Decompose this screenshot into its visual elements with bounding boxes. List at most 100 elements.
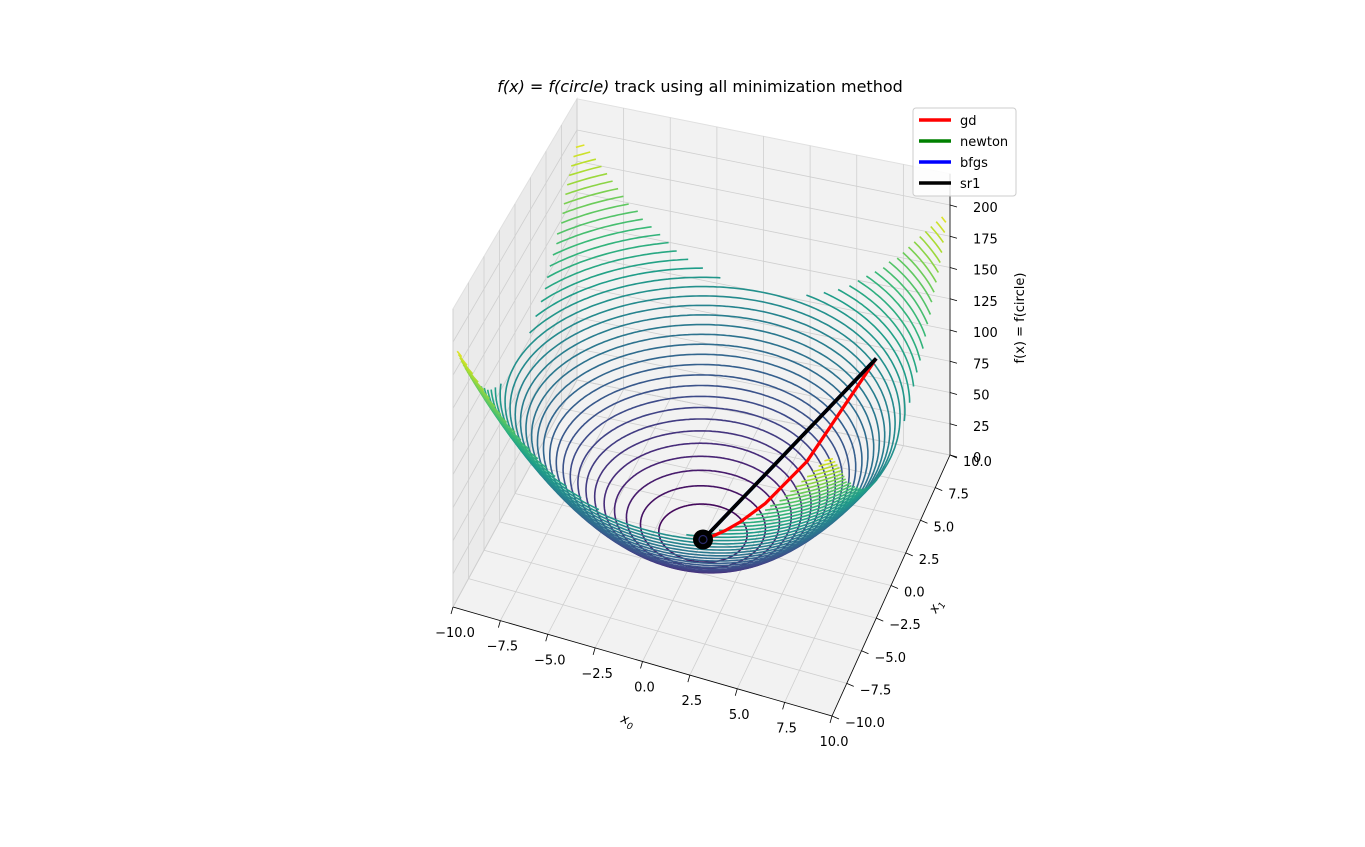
grid-line-floor-y	[545, 436, 921, 521]
z-tick-label: 175	[973, 232, 998, 247]
contour-line	[552, 226, 652, 256]
contour-line	[919, 236, 941, 264]
y-tick-label: 0.0	[904, 586, 925, 601]
contour-line	[790, 475, 845, 493]
contour-line	[570, 158, 597, 167]
x-tick-mark	[734, 688, 738, 696]
contour-line	[801, 469, 842, 483]
grid-line-backwall-z	[576, 223, 951, 300]
contour-line	[509, 295, 896, 545]
contour-line	[456, 350, 463, 358]
grid-line-floor-y	[468, 578, 847, 684]
contour-line	[756, 485, 856, 516]
contour-line	[857, 280, 921, 361]
contour-line	[818, 460, 836, 468]
contour-line	[519, 314, 886, 551]
z-tick-mark	[949, 329, 958, 333]
contour-line	[459, 357, 474, 375]
z-tick-mark	[949, 298, 958, 302]
y-tick-mark	[876, 617, 884, 622]
y-tick-label: 2.5	[919, 553, 940, 568]
contour-line	[730, 488, 863, 528]
contour-line	[546, 241, 669, 279]
contour-line	[657, 503, 748, 564]
contour-line	[795, 472, 844, 488]
grid-lines	[452, 98, 951, 717]
contour-line	[555, 374, 851, 567]
z-tick-mark	[949, 392, 958, 395]
contour-line	[823, 291, 911, 403]
contour-line	[569, 395, 837, 571]
contour-line	[544, 250, 677, 290]
z-tick-mark	[949, 235, 958, 239]
grid-line-leftwall-z	[452, 348, 578, 575]
contour-line	[806, 466, 840, 478]
contour-line	[907, 246, 937, 283]
contour-line	[573, 151, 591, 158]
contour-line	[535, 267, 703, 318]
contour-line	[935, 221, 946, 233]
legend-label-gd: gd	[960, 114, 977, 129]
x-tick-label: −10.0	[435, 626, 475, 641]
contour-line	[566, 172, 608, 186]
x-tick-label: −5.0	[534, 653, 566, 668]
z-tick-label: 100	[973, 326, 998, 341]
x-tick-mark	[545, 634, 549, 642]
contour-line	[865, 275, 924, 349]
contour-line	[924, 230, 943, 254]
contour-line	[460, 360, 479, 383]
contour-line	[549, 233, 661, 267]
grid-line-backwall-z	[576, 317, 951, 393]
contour-line	[575, 144, 585, 149]
z-tick-label: 0	[973, 451, 981, 466]
z-tick-label: 50	[973, 389, 990, 404]
legend-label-newton: newton	[960, 135, 1008, 150]
grid-line-leftwall-z	[452, 379, 578, 608]
contour-line	[882, 266, 929, 325]
contour-line	[747, 486, 859, 520]
contour-line	[806, 294, 906, 422]
contour-line	[514, 304, 891, 548]
contour-line	[563, 187, 619, 205]
contour-line	[888, 261, 932, 315]
y-tick-mark	[935, 487, 943, 491]
legend: gd newton bfgs sr1	[912, 107, 1017, 197]
z-tick-label: 150	[973, 264, 998, 279]
contour-line	[902, 251, 935, 293]
contour-line	[504, 285, 901, 542]
x-tick-mark	[687, 675, 691, 683]
contour-line	[530, 333, 875, 557]
grid-line-leftwall-z	[452, 317, 578, 541]
contour-line	[529, 276, 721, 334]
legend-frame	[912, 107, 1017, 197]
z-tick-mark	[949, 423, 958, 427]
grid-line-backwall-z	[576, 160, 951, 237]
contour-line	[577, 406, 829, 572]
optimization-paths	[693, 357, 878, 550]
contour-line	[565, 180, 613, 196]
z-tick-label: 200	[973, 201, 998, 216]
x-tick-mark	[640, 661, 643, 669]
contour-line	[770, 482, 852, 507]
series-path-sr1	[701, 357, 878, 541]
contour-line	[913, 241, 940, 273]
contour-line	[585, 418, 821, 573]
z-tick-label: 125	[973, 295, 998, 310]
contour-line	[824, 457, 834, 462]
axes: −10.0 −7.5 −5.0 −2.5 0.0 2.5 5.0 7.5 10.0 −10.0 −7…	[435, 173, 998, 750]
minimum-marker-ring	[698, 534, 708, 545]
grid-line-floor-y	[483, 549, 862, 652]
legend-label-bfgs: bfgs	[960, 156, 988, 171]
contour-line	[837, 288, 915, 387]
z-tick-mark	[949, 454, 958, 458]
contour-line	[874, 271, 927, 337]
x-tick-label: 2.5	[682, 694, 703, 709]
contour-line	[568, 165, 602, 177]
grid-line-leftwall-z	[452, 223, 578, 442]
chart-title: f(x) = f(circle) track using all minimiz…	[497, 77, 903, 96]
z-tick-label: 25	[973, 420, 990, 435]
z-tick-mark	[949, 267, 958, 270]
x-tick-mark	[450, 606, 454, 615]
